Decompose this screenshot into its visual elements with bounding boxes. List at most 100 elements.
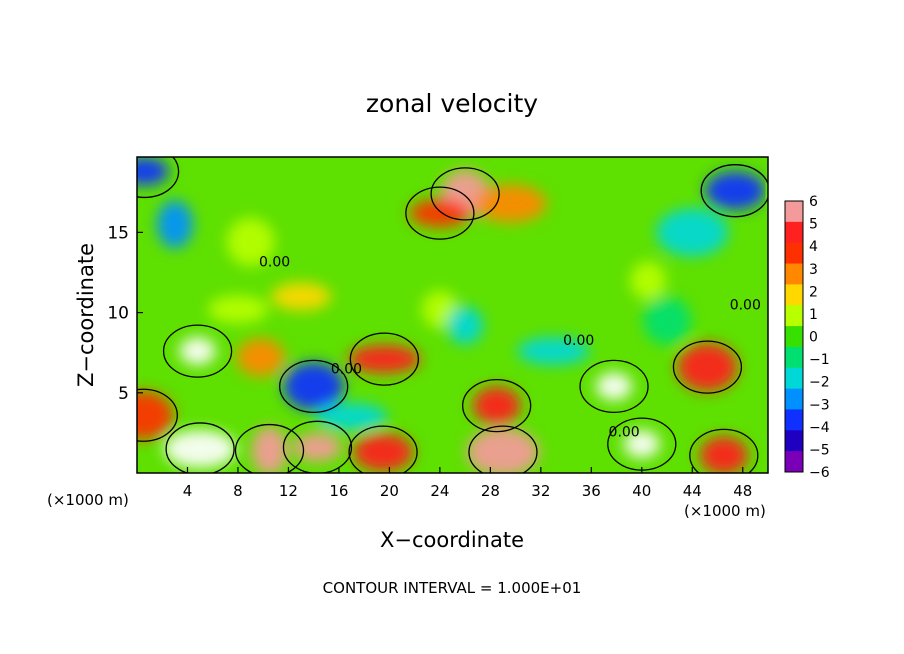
x-tick-label: 36: [582, 482, 601, 500]
y-axis-label: Z−coordinate: [74, 243, 98, 387]
field-feature: [226, 218, 275, 267]
field-feature: [643, 296, 692, 345]
colorbar-tick-label: −6: [809, 465, 830, 481]
colorbar-tick-label: 3: [809, 262, 818, 278]
field-feature: [474, 184, 547, 223]
contour-label: 0.00: [563, 333, 594, 349]
y-tick-label: 15: [107, 223, 129, 243]
field-feature: [353, 433, 414, 472]
colorbar-tick-label: 5: [809, 217, 818, 233]
colorbar-tick-label: 2: [809, 284, 818, 300]
colorbar-swatch: [785, 284, 803, 306]
x-tick-label: 24: [430, 482, 449, 500]
field-feature: [447, 306, 484, 345]
field-feature: [271, 282, 332, 311]
contour-line: [279, 359, 349, 414]
x-tick-label: 44: [683, 482, 702, 500]
contour-line: [162, 324, 233, 378]
field-feature: [677, 343, 738, 392]
field-feature: [596, 372, 633, 401]
field-feature: [207, 295, 268, 324]
x-tick-label: 28: [481, 482, 500, 500]
contour-line: [348, 425, 418, 473]
field-feature: [630, 261, 667, 300]
contour-line: [468, 425, 538, 473]
contour-labels: 0.00 0.00 0.00 0.00 0.00: [259, 254, 761, 440]
field-feature: [656, 208, 729, 257]
contour-label: 0.00: [331, 362, 362, 378]
field-feature: [517, 337, 590, 366]
colorbar-swatch: [785, 201, 803, 223]
x-tick-label: 16: [329, 482, 348, 500]
colorbar-swatch: [785, 451, 803, 473]
colorbar-tick-label: 6: [809, 194, 818, 210]
x-axis-ticks: 4 8 12 16 20 24 28 32 36 40 44 48: [183, 467, 752, 500]
colorbar-swatch: [785, 430, 803, 452]
colorbar-swatch: [785, 367, 803, 390]
field-feature: [251, 426, 288, 473]
contour-line: [689, 428, 759, 473]
colorbar-tick-label: 0: [809, 330, 818, 346]
field-feature: [179, 337, 216, 366]
contour-label: 0.00: [259, 254, 290, 270]
x-unit-left: (×1000 m): [47, 491, 129, 509]
colorbar-tick-label: −4: [809, 420, 830, 436]
field-feature: [705, 171, 766, 210]
contour-line: [579, 359, 649, 414]
colorbar-tick-label: 4: [809, 239, 818, 255]
contour-label: 0.00: [609, 424, 640, 440]
contour-line: [137, 388, 178, 442]
colorbar-swatch: [785, 221, 803, 244]
contour-line: [137, 157, 180, 199]
contour-interval-note: CONTOUR INTERVAL = 1.000E+01: [323, 579, 582, 597]
chart-title: zonal velocity: [366, 89, 538, 118]
field-feature: [137, 391, 174, 440]
field-feature: [623, 430, 660, 459]
y-tick-label: 5: [118, 384, 129, 404]
x-tick-label: 20: [380, 482, 399, 500]
x-tick-label: 40: [632, 482, 651, 500]
colorbar-swatch: [785, 388, 803, 410]
colorbar-swatch: [785, 326, 803, 348]
plot-area: [137, 157, 768, 473]
field-feature: [348, 345, 421, 374]
field-feature: [472, 386, 521, 425]
plot-frame: [136, 156, 769, 474]
colorbar-tick-label: −5: [809, 442, 830, 458]
contour-line: [165, 422, 235, 473]
field-feature: [699, 436, 748, 473]
colorbar-swatch: [785, 242, 803, 265]
y-tick-label: 10: [107, 304, 129, 324]
field-feature: [236, 338, 285, 377]
colorbar-swatch: [785, 305, 803, 327]
colorbar-swatch: [785, 409, 803, 431]
x-tick-label: 48: [733, 482, 752, 500]
x-tick-label: 8: [233, 482, 243, 500]
colorbar: 6 5 4 3 2 1 0 −1 −2 −3 −4 −5 −6: [784, 194, 830, 481]
field-feature: [137, 157, 169, 186]
x-axis-label: X−coordinate: [380, 528, 524, 552]
colorbar-swatch: [785, 346, 803, 369]
contour-line: [462, 378, 532, 433]
field-feature: [293, 433, 342, 462]
contour-line: [234, 423, 305, 473]
field-feature: [409, 199, 470, 228]
field-feature: [466, 428, 539, 473]
contour-line: [672, 340, 743, 394]
colorbar-tick-label: −3: [809, 397, 830, 413]
x-unit-right: (×1000 m): [684, 502, 766, 520]
zero-contours: [137, 157, 768, 473]
field-feature: [283, 362, 344, 411]
contour-line: [430, 167, 500, 221]
contour-line: [405, 186, 475, 240]
y-axis-ticks: 5 10 15: [107, 223, 143, 404]
x-tick-label: 4: [183, 482, 193, 500]
contour-label: 0.00: [730, 298, 761, 314]
contour-line: [282, 420, 353, 473]
colorbar-tick-label: 1: [809, 307, 818, 323]
field-feature: [164, 429, 237, 468]
x-tick-label: 32: [531, 482, 550, 500]
contour-line: [700, 164, 768, 218]
colorbar-tick-label: −1: [809, 352, 830, 368]
